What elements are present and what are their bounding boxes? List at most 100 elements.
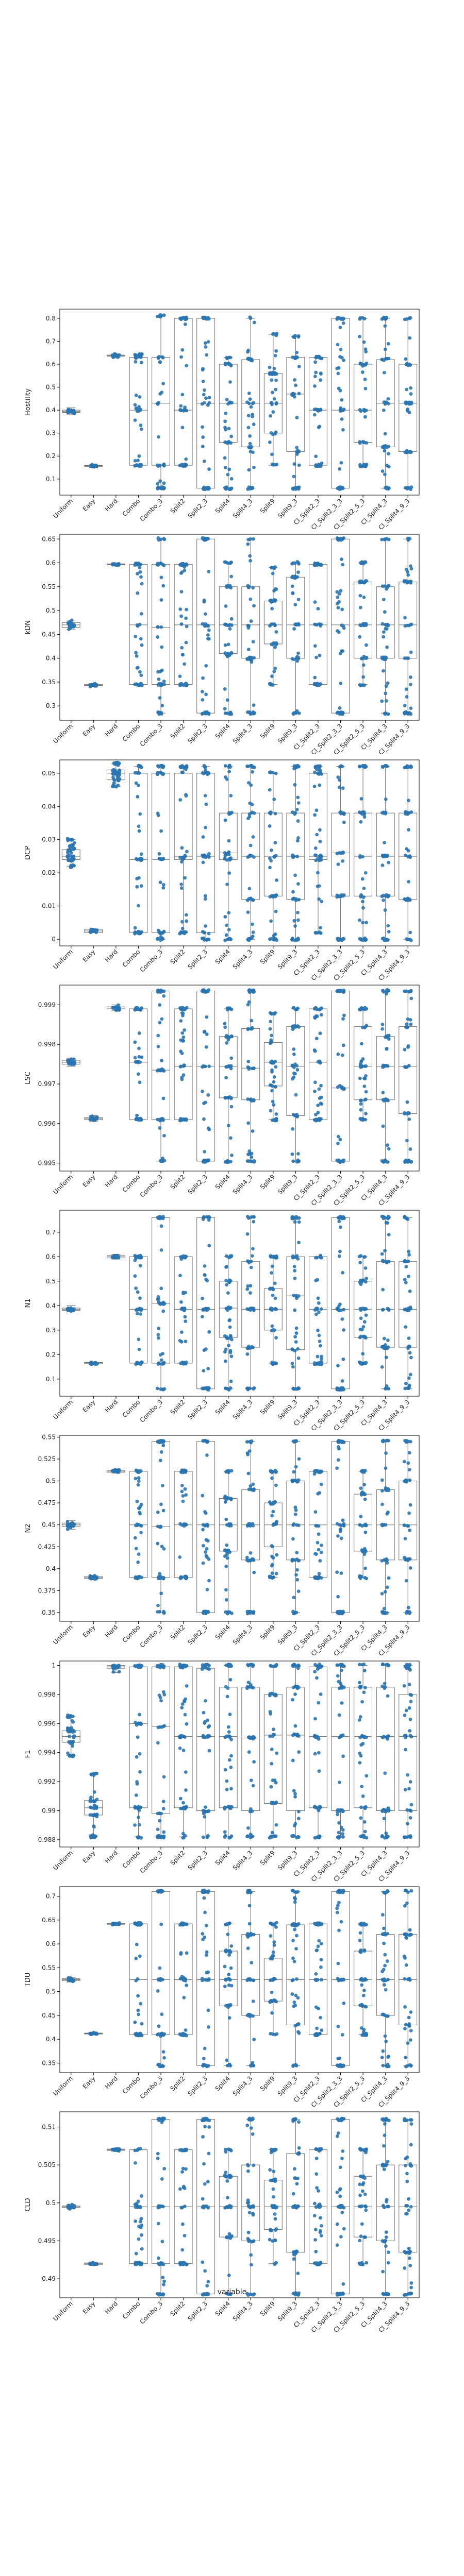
x-tick-label: Hard bbox=[104, 948, 119, 963]
data-point bbox=[247, 1449, 252, 1453]
box-combo bbox=[129, 352, 148, 468]
data-point bbox=[203, 388, 206, 392]
data-point bbox=[270, 1514, 274, 1518]
data-point bbox=[181, 1499, 185, 1503]
data-point bbox=[207, 396, 211, 399]
x-tick-label: Split9 bbox=[259, 1623, 276, 1641]
data-point bbox=[183, 1007, 187, 1011]
data-point bbox=[272, 366, 276, 370]
data-point bbox=[247, 468, 251, 472]
data-point bbox=[295, 655, 299, 659]
data-point bbox=[133, 1274, 137, 1278]
data-point bbox=[317, 1333, 321, 1337]
data-point bbox=[251, 586, 255, 590]
data-point bbox=[65, 1307, 70, 1311]
data-point bbox=[246, 1059, 251, 1063]
data-point bbox=[362, 764, 366, 768]
box-body bbox=[376, 1036, 395, 1100]
data-point bbox=[405, 1100, 409, 1104]
data-point bbox=[380, 863, 385, 867]
data-point bbox=[359, 1515, 363, 1518]
box-hard bbox=[106, 562, 125, 567]
data-point bbox=[246, 584, 250, 588]
data-point bbox=[227, 467, 231, 471]
data-point bbox=[249, 619, 253, 623]
data-point bbox=[294, 1331, 299, 1335]
x-tick-label: Split2_3 bbox=[187, 497, 209, 520]
data-point bbox=[228, 812, 231, 816]
data-point bbox=[69, 1307, 73, 1311]
data-point bbox=[380, 1478, 384, 1482]
data-point bbox=[204, 624, 208, 628]
y-tick-label: 0.475 bbox=[38, 1499, 56, 1506]
data-point bbox=[274, 1307, 278, 1311]
x-tick-label: Split9_3 bbox=[276, 1173, 299, 1196]
data-point bbox=[204, 692, 208, 697]
data-point bbox=[229, 574, 234, 579]
data-point bbox=[358, 316, 362, 320]
data-point bbox=[183, 1028, 187, 1032]
box-split9 bbox=[263, 1011, 283, 1123]
data-point bbox=[294, 1093, 298, 1097]
data-point bbox=[291, 712, 295, 716]
data-point bbox=[73, 1061, 77, 1065]
data-point bbox=[290, 393, 294, 397]
data-point bbox=[224, 1517, 228, 1521]
data-point bbox=[341, 321, 345, 325]
data-point bbox=[225, 357, 229, 361]
box-hard bbox=[106, 1003, 125, 1012]
data-point bbox=[162, 481, 166, 485]
data-point bbox=[384, 357, 388, 361]
data-point bbox=[363, 415, 367, 419]
data-point bbox=[158, 1021, 162, 1025]
data-point bbox=[249, 446, 253, 450]
data-point bbox=[140, 361, 143, 365]
data-point bbox=[135, 666, 139, 670]
x-tick-label: Split9 bbox=[259, 722, 276, 740]
data-point bbox=[380, 622, 385, 626]
data-point bbox=[183, 854, 187, 857]
data-point bbox=[313, 846, 318, 850]
data-point bbox=[314, 407, 318, 411]
data-point bbox=[406, 1461, 410, 1465]
data-point bbox=[404, 1479, 408, 1483]
data-point bbox=[203, 793, 207, 798]
data-point bbox=[228, 355, 233, 360]
data-point bbox=[206, 1158, 210, 1162]
data-point bbox=[409, 485, 413, 489]
data-point bbox=[223, 1022, 227, 1026]
data-point bbox=[271, 1286, 275, 1291]
data-point bbox=[383, 1249, 387, 1253]
data-point bbox=[139, 884, 143, 888]
data-point bbox=[180, 1031, 185, 1035]
x-tick-label: Uniform bbox=[52, 948, 74, 971]
data-point bbox=[270, 848, 273, 852]
data-point bbox=[202, 1369, 206, 1372]
data-point bbox=[269, 622, 273, 626]
data-point bbox=[158, 360, 162, 364]
y-tick-label: 0.5 bbox=[46, 607, 56, 614]
data-point bbox=[162, 1159, 167, 1163]
data-point bbox=[134, 1477, 138, 1481]
data-point bbox=[251, 640, 255, 643]
data-point bbox=[139, 1531, 143, 1535]
data-point bbox=[137, 1255, 141, 1259]
data-point bbox=[409, 581, 413, 585]
data-point bbox=[382, 630, 386, 634]
data-point bbox=[246, 542, 250, 546]
data-point bbox=[159, 1450, 163, 1454]
data-point bbox=[314, 370, 318, 375]
data-point bbox=[139, 765, 143, 769]
data-point bbox=[228, 1386, 233, 1390]
x-tick-label: Split2 bbox=[169, 1173, 187, 1191]
data-point bbox=[295, 1551, 299, 1555]
data-point bbox=[291, 1159, 295, 1163]
data-point bbox=[205, 1015, 209, 1019]
data-point bbox=[201, 1494, 205, 1498]
data-point bbox=[360, 1524, 364, 1528]
data-point bbox=[339, 461, 343, 465]
data-point bbox=[316, 682, 320, 686]
data-point bbox=[118, 1008, 122, 1012]
x-tick-label: Hard bbox=[104, 1398, 119, 1414]
data-point bbox=[336, 1134, 340, 1139]
